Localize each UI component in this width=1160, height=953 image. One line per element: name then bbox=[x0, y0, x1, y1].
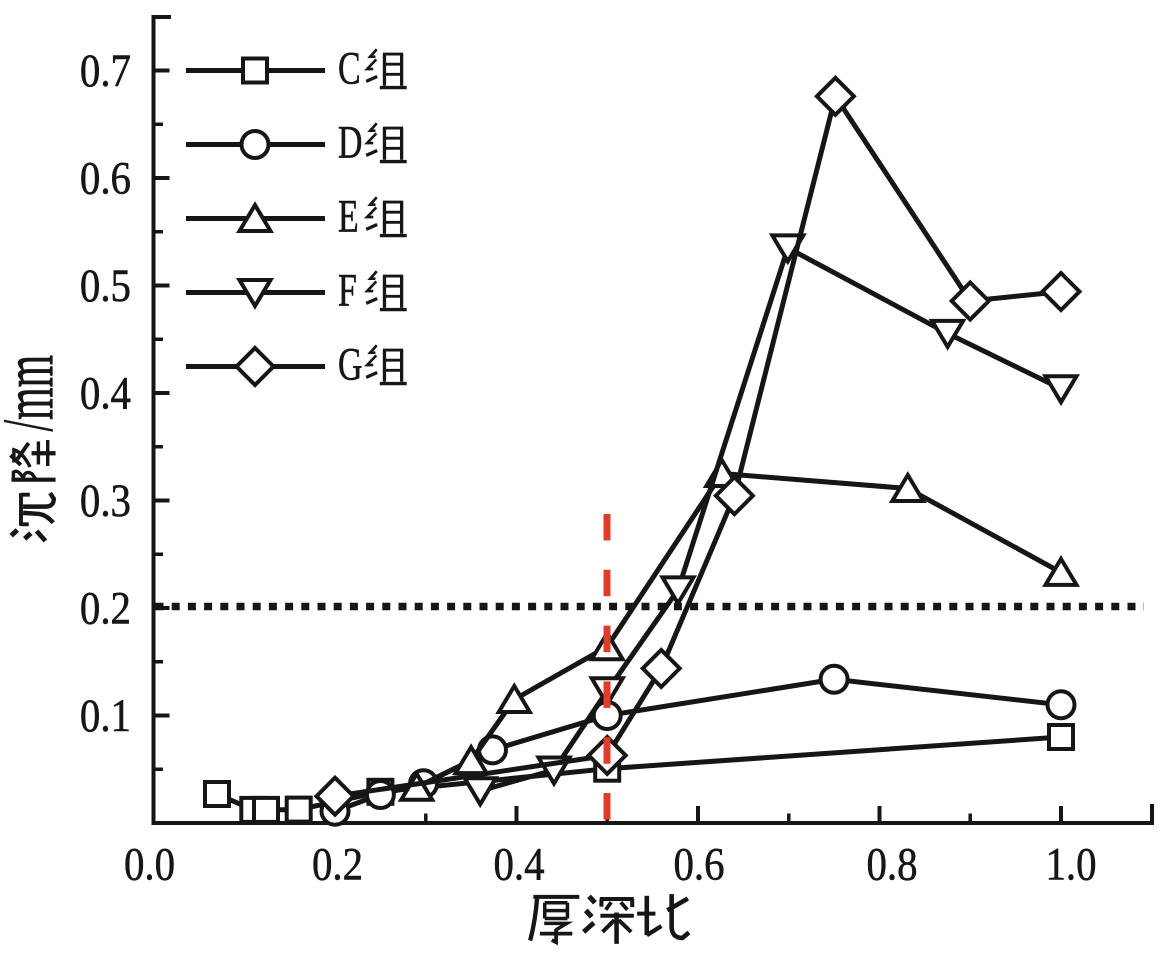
svg-text:D: D bbox=[338, 116, 362, 168]
svg-text:E: E bbox=[338, 190, 359, 242]
svg-text:0.1: 0.1 bbox=[80, 690, 131, 742]
svg-text:0.6: 0.6 bbox=[80, 152, 131, 204]
svg-text:C: C bbox=[338, 42, 361, 94]
svg-text:0.5: 0.5 bbox=[80, 260, 131, 312]
svg-text:0.2: 0.2 bbox=[80, 582, 131, 634]
svg-text:0.3: 0.3 bbox=[80, 475, 131, 527]
svg-text:F: F bbox=[338, 264, 357, 316]
svg-text:0.0: 0.0 bbox=[124, 838, 175, 890]
svg-text:0.2: 0.2 bbox=[312, 838, 363, 890]
svg-text:0.7: 0.7 bbox=[80, 45, 131, 97]
svg-text:/mm: /mm bbox=[0, 355, 68, 432]
svg-text:0.4: 0.4 bbox=[493, 838, 544, 890]
svg-text:0.8: 0.8 bbox=[866, 838, 917, 890]
svg-text:1.0: 1.0 bbox=[1045, 838, 1096, 890]
svg-text:0.6: 0.6 bbox=[673, 838, 724, 890]
svg-text:0.4: 0.4 bbox=[80, 367, 131, 419]
svg-text:G: G bbox=[338, 338, 362, 390]
